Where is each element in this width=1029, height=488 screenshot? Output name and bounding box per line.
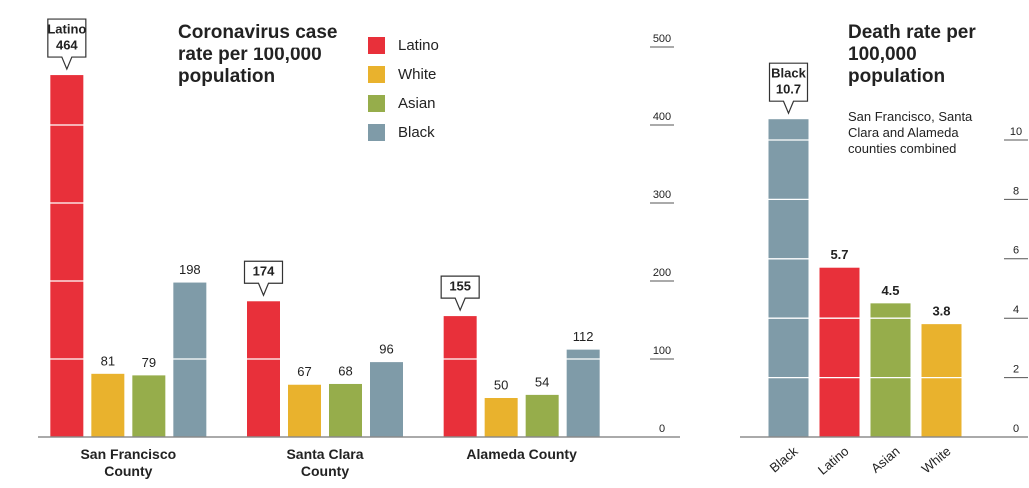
bar: [768, 119, 809, 438]
data-label: 4.5: [881, 283, 899, 298]
legend-label: Asian: [398, 95, 436, 112]
data-label: 5.7: [830, 247, 848, 262]
data-label: Latino: [47, 22, 86, 37]
bar: [525, 394, 559, 437]
x-tick-label: Santa Clara County: [286, 446, 363, 479]
callout-box: [47, 18, 87, 71]
data-label: 3.8: [932, 304, 950, 319]
bar: [132, 375, 166, 437]
bar: [566, 349, 600, 437]
x-tick-label: Alameda County: [466, 446, 577, 462]
chart-subtitle: San Francisco, Santa Clara and Alameda cou…: [848, 109, 973, 156]
bar: [247, 301, 280, 437]
y-tick-label: 4: [1013, 304, 1019, 316]
data-label: 10.7: [776, 82, 801, 97]
bar: [50, 75, 84, 437]
y-tick-label: 2: [1013, 364, 1019, 376]
legend-swatch: [368, 37, 385, 54]
data-label: 96: [379, 342, 393, 357]
bar: [329, 383, 362, 437]
x-tick-label: Asian: [868, 443, 903, 475]
legend-label: White: [398, 66, 436, 83]
data-label: 54: [535, 374, 549, 389]
callout-box: [768, 62, 809, 115]
chart-title: Coronavirus case rate per 100,000 populati…: [178, 22, 337, 87]
y-tick-label: 0: [1013, 423, 1019, 435]
data-label: 198: [179, 262, 201, 277]
data-label: 155: [449, 279, 471, 294]
legend-label: Black: [398, 124, 435, 141]
bar: [288, 384, 321, 437]
y-tick-label: 10: [1010, 126, 1022, 138]
y-tick-label: 0: [659, 423, 665, 435]
y-tick-label: 400: [653, 111, 671, 123]
bar: [443, 316, 477, 437]
x-tick-label: San Francisco County: [80, 446, 176, 479]
y-tick-label: 8: [1013, 185, 1019, 197]
bar: [921, 324, 962, 437]
data-label: Black: [771, 66, 806, 81]
x-tick-label: White: [919, 443, 954, 476]
legend-swatch: [368, 95, 385, 112]
x-tick-label: Black: [767, 443, 801, 475]
data-label: 174: [253, 264, 275, 279]
data-label: 81: [101, 353, 115, 368]
callout-box: [243, 260, 284, 297]
callout-box: [440, 275, 480, 312]
bar: [819, 267, 860, 437]
y-tick-label: 200: [653, 267, 671, 279]
bar: [91, 373, 125, 437]
x-tick-label: Latino: [815, 443, 852, 477]
bar: [370, 362, 403, 437]
legend-label: Latino: [398, 37, 439, 54]
bar: [484, 398, 518, 437]
bar: [870, 303, 911, 437]
chart-title: Death rate per 100,000 population: [848, 22, 976, 87]
legend-swatch: [368, 66, 385, 83]
y-tick-label: 300: [653, 189, 671, 201]
legend-swatch: [368, 124, 385, 141]
bar: [173, 282, 207, 437]
data-label: 79: [142, 355, 156, 370]
data-label: 68: [338, 363, 352, 378]
data-label: 50: [494, 377, 508, 392]
data-label: 112: [573, 329, 594, 344]
y-tick-label: 100: [653, 345, 671, 357]
y-tick-label: 6: [1013, 245, 1019, 257]
data-label: 67: [297, 364, 311, 379]
data-label: 464: [56, 38, 78, 53]
y-tick-label: 500: [653, 33, 671, 45]
